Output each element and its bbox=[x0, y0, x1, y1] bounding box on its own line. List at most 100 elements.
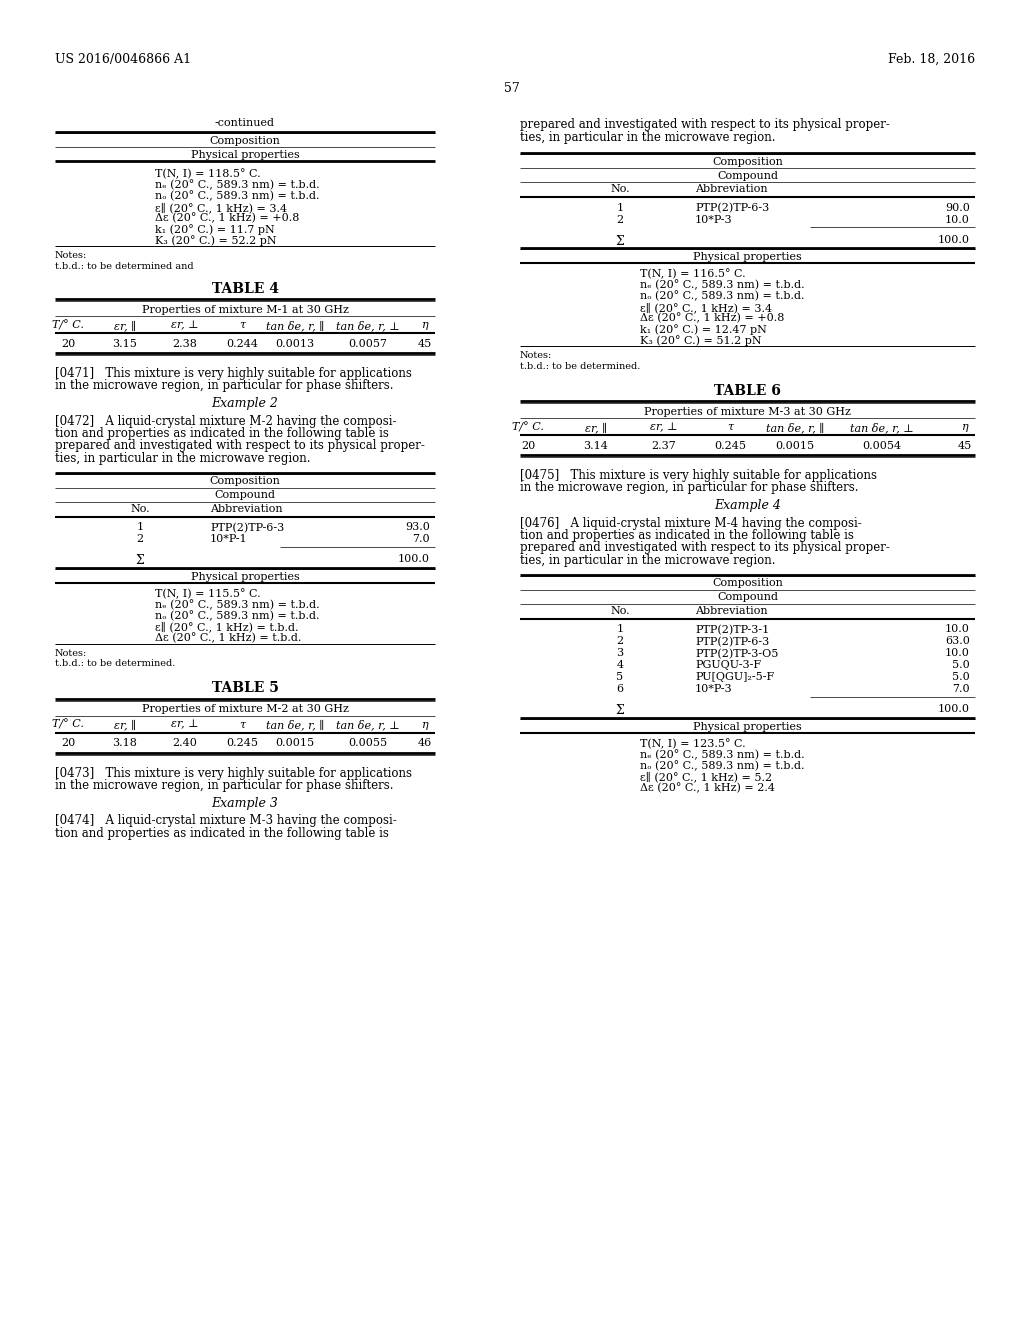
Text: 46: 46 bbox=[418, 738, 432, 748]
Text: Δε (20° C., 1 kHz) = +0.8: Δε (20° C., 1 kHz) = +0.8 bbox=[155, 213, 299, 223]
Text: nₒ (20° C., 589.3 nm) = t.b.d.: nₒ (20° C., 589.3 nm) = t.b.d. bbox=[640, 290, 805, 302]
Text: ε∥ (20° C., 1 kHz) = 3.4: ε∥ (20° C., 1 kHz) = 3.4 bbox=[155, 202, 287, 213]
Text: 10.0: 10.0 bbox=[945, 624, 970, 635]
Text: 20: 20 bbox=[60, 738, 75, 748]
Text: Properties of mixture M-2 at 30 GHz: Properties of mixture M-2 at 30 GHz bbox=[141, 705, 348, 714]
Text: 93.0: 93.0 bbox=[406, 523, 430, 532]
Text: K₃ (20° C.) = 51.2 pN: K₃ (20° C.) = 51.2 pN bbox=[640, 335, 762, 346]
Text: εr, ⊥: εr, ⊥ bbox=[650, 422, 678, 432]
Text: PTP(2)TP-6-3: PTP(2)TP-6-3 bbox=[210, 523, 285, 533]
Text: Composition: Composition bbox=[712, 578, 783, 589]
Text: 7.0: 7.0 bbox=[952, 685, 970, 694]
Text: tion and properties as indicated in the following table is: tion and properties as indicated in the … bbox=[55, 426, 389, 440]
Text: η: η bbox=[422, 319, 428, 330]
Text: nₒ (20° C., 589.3 nm) = t.b.d.: nₒ (20° C., 589.3 nm) = t.b.d. bbox=[155, 191, 319, 202]
Text: PU[QGU]₂-5-F: PU[QGU]₂-5-F bbox=[695, 672, 774, 682]
Text: ties, in particular in the microwave region.: ties, in particular in the microwave reg… bbox=[55, 451, 310, 465]
Text: T(N, I) = 116.5° C.: T(N, I) = 116.5° C. bbox=[640, 269, 745, 280]
Text: 20: 20 bbox=[60, 339, 75, 348]
Text: k₁ (20° C.) = 11.7 pN: k₁ (20° C.) = 11.7 pN bbox=[155, 224, 274, 235]
Text: 2.40: 2.40 bbox=[173, 738, 198, 748]
Text: 0.0013: 0.0013 bbox=[275, 339, 314, 348]
Text: Compound: Compound bbox=[214, 491, 275, 500]
Text: ties, in particular in the microwave region.: ties, in particular in the microwave reg… bbox=[520, 131, 775, 144]
Text: prepared and investigated with respect to its physical proper-: prepared and investigated with respect t… bbox=[55, 440, 425, 453]
Text: Composition: Composition bbox=[210, 477, 281, 487]
Text: tion and properties as indicated in the following table is: tion and properties as indicated in the … bbox=[55, 826, 389, 840]
Text: t.b.d.: to be determined.: t.b.d.: to be determined. bbox=[55, 660, 175, 668]
Text: -continued: -continued bbox=[215, 117, 275, 128]
Text: 3.15: 3.15 bbox=[113, 339, 137, 348]
Text: ε∥ (20° C., 1 kHz) = 3.4: ε∥ (20° C., 1 kHz) = 3.4 bbox=[640, 302, 772, 313]
Text: ε∥ (20° C., 1 kHz) = t.b.d.: ε∥ (20° C., 1 kHz) = t.b.d. bbox=[155, 622, 299, 632]
Text: 57: 57 bbox=[504, 82, 520, 95]
Text: Properties of mixture M-1 at 30 GHz: Properties of mixture M-1 at 30 GHz bbox=[141, 305, 348, 315]
Text: 63.0: 63.0 bbox=[945, 636, 970, 647]
Text: tan δe, r, ⊥: tan δe, r, ⊥ bbox=[336, 319, 400, 331]
Text: Physical properties: Physical properties bbox=[190, 572, 299, 582]
Text: 1: 1 bbox=[616, 624, 624, 635]
Text: Example 4: Example 4 bbox=[714, 499, 781, 512]
Text: 0.0055: 0.0055 bbox=[348, 738, 387, 748]
Text: K₃ (20° C.) = 52.2 pN: K₃ (20° C.) = 52.2 pN bbox=[155, 235, 276, 246]
Text: Physical properties: Physical properties bbox=[693, 722, 802, 731]
Text: 10.0: 10.0 bbox=[945, 215, 970, 224]
Text: nₑ (20° C., 589.3 nm) = t.b.d.: nₑ (20° C., 589.3 nm) = t.b.d. bbox=[155, 180, 319, 190]
Text: Composition: Composition bbox=[712, 157, 783, 168]
Text: t.b.d.: to be determined.: t.b.d.: to be determined. bbox=[520, 362, 640, 371]
Text: Abbreviation: Abbreviation bbox=[210, 503, 283, 513]
Text: PTP(2)TP-6-3: PTP(2)TP-6-3 bbox=[695, 636, 769, 647]
Text: Σ: Σ bbox=[135, 554, 144, 568]
Text: k₁ (20° C.) = 12.47 pN: k₁ (20° C.) = 12.47 pN bbox=[640, 323, 767, 335]
Text: 0.0054: 0.0054 bbox=[862, 441, 901, 451]
Text: 100.0: 100.0 bbox=[398, 554, 430, 565]
Text: No.: No. bbox=[130, 503, 150, 513]
Text: T/° C.: T/° C. bbox=[512, 422, 544, 433]
Text: 100.0: 100.0 bbox=[938, 705, 970, 714]
Text: ties, in particular in the microwave region.: ties, in particular in the microwave reg… bbox=[520, 554, 775, 568]
Text: in the microwave region, in particular for phase shifters.: in the microwave region, in particular f… bbox=[55, 380, 393, 392]
Text: TABLE 6: TABLE 6 bbox=[714, 384, 781, 399]
Text: Example 2: Example 2 bbox=[212, 397, 279, 411]
Text: Compound: Compound bbox=[717, 593, 778, 602]
Text: 5.0: 5.0 bbox=[952, 660, 970, 671]
Text: Compound: Compound bbox=[717, 172, 778, 181]
Text: Abbreviation: Abbreviation bbox=[695, 606, 768, 615]
Text: 3.18: 3.18 bbox=[113, 738, 137, 748]
Text: [0476]   A liquid-crystal mixture M-4 having the composi-: [0476] A liquid-crystal mixture M-4 havi… bbox=[520, 516, 862, 529]
Text: τ: τ bbox=[239, 719, 245, 730]
Text: tan δe, r, ⊥: tan δe, r, ⊥ bbox=[850, 422, 913, 433]
Text: 6: 6 bbox=[616, 685, 624, 694]
Text: 5.0: 5.0 bbox=[952, 672, 970, 682]
Text: t.b.d.: to be determined and: t.b.d.: to be determined and bbox=[55, 261, 194, 271]
Text: εr, ⊥: εr, ⊥ bbox=[171, 319, 199, 330]
Text: No.: No. bbox=[610, 606, 630, 615]
Text: [0471]   This mixture is very highly suitable for applications: [0471] This mixture is very highly suita… bbox=[55, 367, 412, 380]
Text: [0475]   This mixture is very highly suitable for applications: [0475] This mixture is very highly suita… bbox=[520, 469, 877, 482]
Text: 0.245: 0.245 bbox=[714, 441, 746, 451]
Text: Notes:: Notes: bbox=[520, 351, 552, 360]
Text: η: η bbox=[962, 422, 969, 432]
Text: 0.245: 0.245 bbox=[226, 738, 258, 748]
Text: PTP(2)TP-3-O5: PTP(2)TP-3-O5 bbox=[695, 648, 778, 659]
Text: in the microwave region, in particular for phase shifters.: in the microwave region, in particular f… bbox=[55, 779, 393, 792]
Text: 45: 45 bbox=[957, 441, 972, 451]
Text: Δε (20° C., 1 kHz) = 2.4: Δε (20° C., 1 kHz) = 2.4 bbox=[640, 783, 775, 793]
Text: tan δe, r, ∥: tan δe, r, ∥ bbox=[266, 719, 325, 730]
Text: 7.0: 7.0 bbox=[413, 535, 430, 544]
Text: 0.0057: 0.0057 bbox=[348, 339, 387, 348]
Text: tan δe, r, ∥: tan δe, r, ∥ bbox=[266, 319, 325, 331]
Text: 0.244: 0.244 bbox=[226, 339, 258, 348]
Text: 3.14: 3.14 bbox=[584, 441, 608, 451]
Text: nₑ (20° C., 589.3 nm) = t.b.d.: nₑ (20° C., 589.3 nm) = t.b.d. bbox=[640, 280, 805, 290]
Text: Σ: Σ bbox=[615, 235, 625, 248]
Text: nₑ (20° C., 589.3 nm) = t.b.d.: nₑ (20° C., 589.3 nm) = t.b.d. bbox=[640, 750, 805, 760]
Text: [0473]   This mixture is very highly suitable for applications: [0473] This mixture is very highly suita… bbox=[55, 767, 412, 780]
Text: 10*P-1: 10*P-1 bbox=[210, 535, 248, 544]
Text: prepared and investigated with respect to its physical proper-: prepared and investigated with respect t… bbox=[520, 541, 890, 554]
Text: tan δe, r, ⊥: tan δe, r, ⊥ bbox=[336, 719, 400, 730]
Text: TABLE 5: TABLE 5 bbox=[212, 681, 279, 696]
Text: 0.0015: 0.0015 bbox=[275, 738, 314, 748]
Text: PTP(2)TP-3-1: PTP(2)TP-3-1 bbox=[695, 624, 769, 635]
Text: τ: τ bbox=[239, 319, 245, 330]
